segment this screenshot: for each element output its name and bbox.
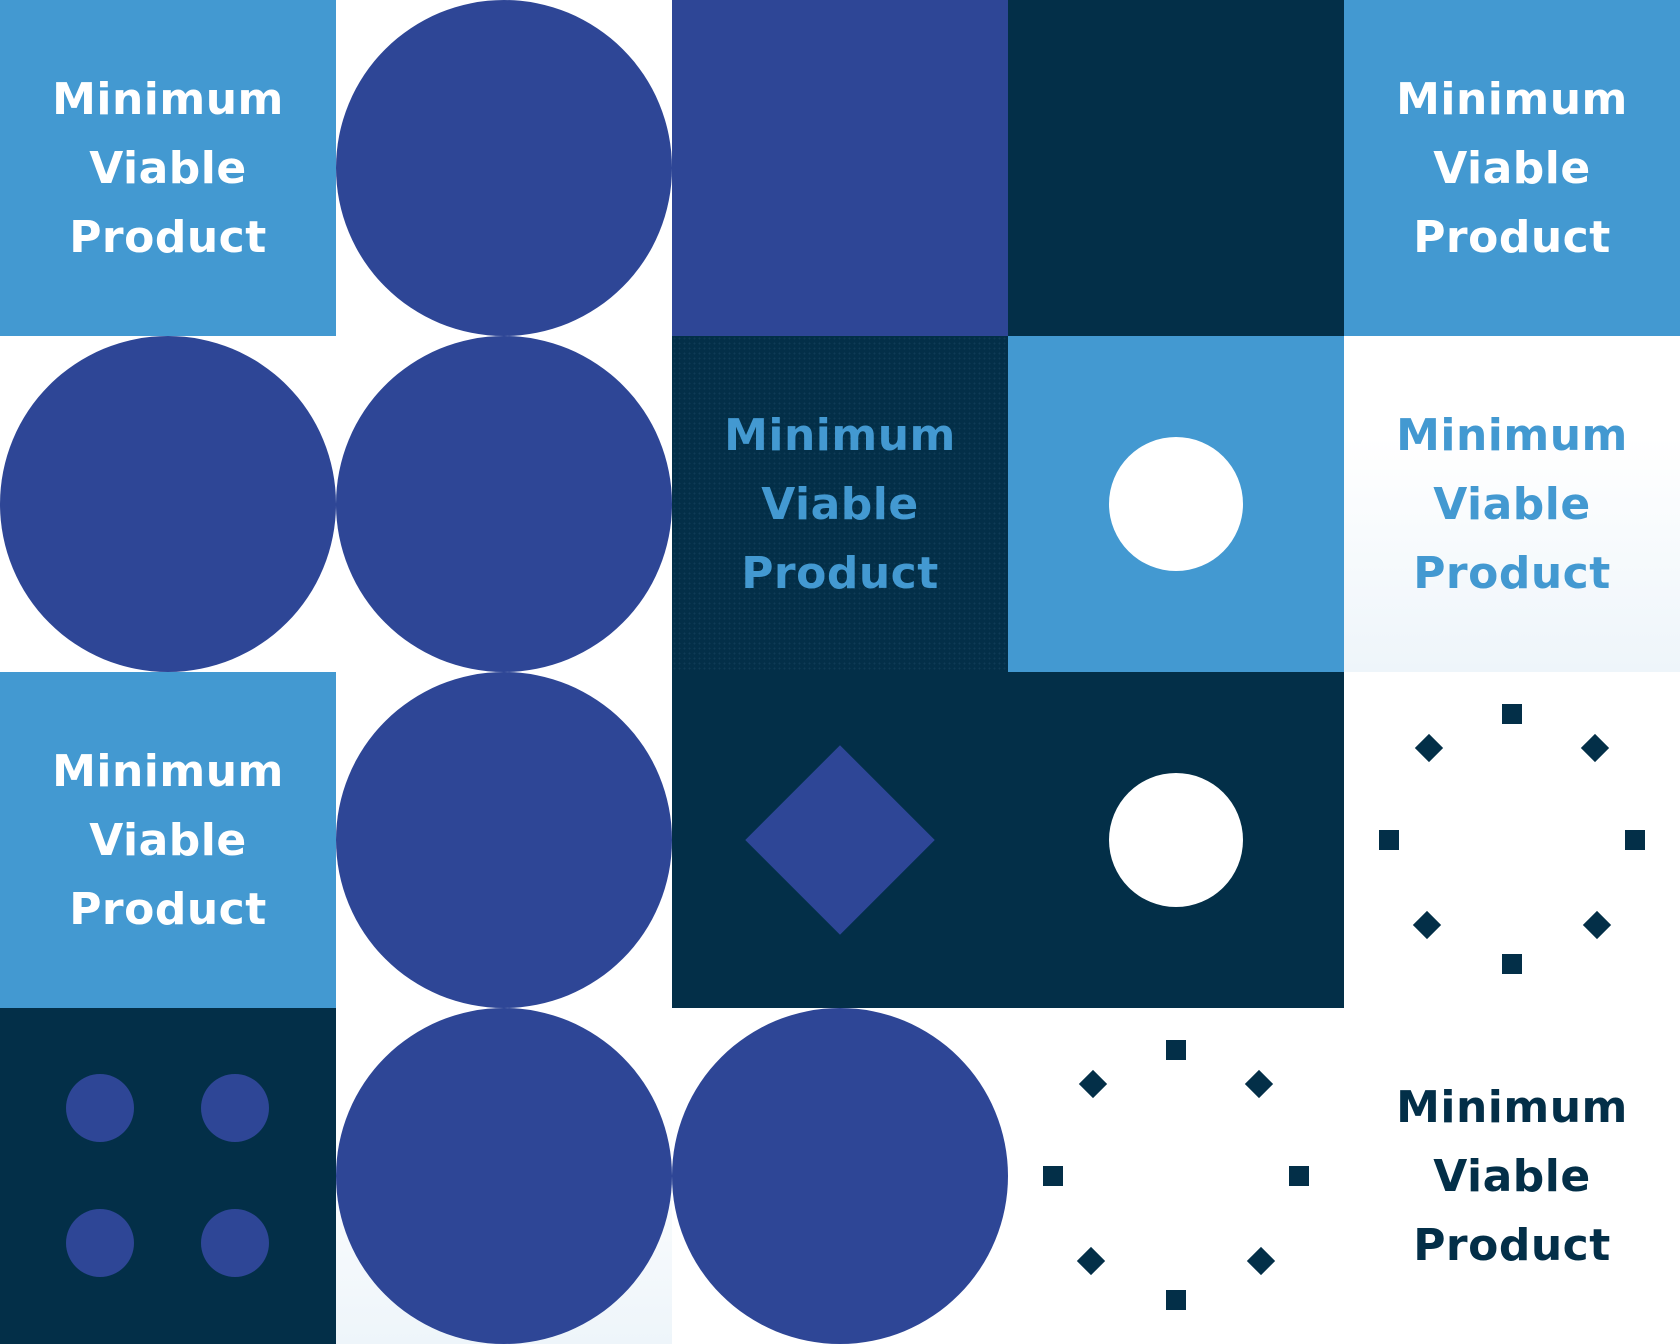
dot-tile-r3c4 (1008, 672, 1344, 1008)
mvp-line-product: Product (69, 211, 267, 263)
mvp-line-viable: Viable (89, 814, 247, 866)
ring-square-mark (1166, 1290, 1186, 1310)
mvp-line-minimum: Minimum (52, 745, 284, 797)
ring-square-mark (1625, 830, 1645, 850)
diamond-tile-r3c3 (672, 672, 1008, 1008)
ring-square-mark (1502, 954, 1522, 974)
ring-diamond-mark (1076, 1246, 1106, 1276)
mvp-tile-r3c1: Minimum Viable Product (0, 672, 336, 1008)
circle-tile-r2c2 (336, 336, 672, 672)
mvp-line-product: Product (741, 547, 939, 599)
royal-circle (336, 1008, 672, 1344)
circle-tile-r4c2 (336, 1008, 672, 1344)
ring-diamond-mark (1414, 733, 1444, 763)
royal-circle (336, 336, 672, 672)
mvp-line-product: Product (1413, 1219, 1611, 1271)
dot-tile-r2c4 (1008, 336, 1344, 672)
ring-diamond-mark (1244, 1069, 1274, 1099)
mvp-line-minimum: Minimum (1396, 1081, 1628, 1133)
mvp-line-product: Product (69, 883, 267, 935)
ring-square-mark (1043, 1166, 1063, 1186)
dot-grid-tile-r4c1 (0, 1008, 336, 1344)
ring-square-mark (1502, 704, 1522, 724)
mvp-label: Minimum Viable Product (1344, 1008, 1680, 1344)
mvp-tile-r2c5: Minimum Viable Product (1344, 336, 1680, 672)
mvp-tile-r1c1: Minimum Viable Product (0, 0, 336, 336)
mvp-line-viable: Viable (1433, 142, 1591, 194)
ring-square-mark (1166, 1040, 1186, 1060)
circle-tile-r2c1 (0, 336, 336, 672)
mvp-line-minimum: Minimum (52, 73, 284, 125)
mvp-tile-r1c5: Minimum Viable Product (1344, 0, 1680, 336)
dot-ring-tile-r4c4 (1008, 1008, 1344, 1344)
royal-circle (672, 1008, 1008, 1344)
mvp-line-viable: Viable (89, 142, 247, 194)
mvp-line-minimum: Minimum (724, 409, 956, 461)
grid-dot (201, 1209, 269, 1277)
mvp-tile-r2c3: Minimum Viable Product (672, 336, 1008, 672)
grid-dot (66, 1209, 134, 1277)
circle-tile-r1c2 (336, 0, 672, 336)
ring-diamond-mark (1078, 1069, 1108, 1099)
mvp-label: Minimum Viable Product (1344, 0, 1680, 336)
dot-ring-tile-r3c5 (1344, 672, 1680, 1008)
ring-square-mark (1379, 830, 1399, 850)
navy-square-tile-r1c4 (1008, 0, 1344, 336)
circle-tile-r3c2 (336, 672, 672, 1008)
royal-square-tile-r1c3 (672, 0, 1008, 336)
mvp-line-product: Product (1413, 547, 1611, 599)
royal-circle (336, 672, 672, 1008)
ring-diamond-mark (1412, 910, 1442, 940)
ring-diamond-mark (1582, 910, 1612, 940)
mvp-line-viable: Viable (1433, 1150, 1591, 1202)
grid-dot (66, 1074, 134, 1142)
mvp-label: Minimum Viable Product (672, 336, 1008, 672)
circle-tile-r4c3 (672, 1008, 1008, 1344)
mvp-line-minimum: Minimum (1396, 73, 1628, 125)
royal-circle (0, 336, 336, 672)
mvp-label: Minimum Viable Product (0, 672, 336, 1008)
ring-diamond-mark (1246, 1246, 1276, 1276)
royal-diamond (745, 745, 935, 935)
mvp-line-viable: Viable (761, 478, 919, 530)
mvp-tile-r4c5: Minimum Viable Product (1344, 1008, 1680, 1344)
mvp-label: Minimum Viable Product (1344, 336, 1680, 672)
mvp-line-minimum: Minimum (1396, 409, 1628, 461)
mvp-line-product: Product (1413, 211, 1611, 263)
mvp-label: Minimum Viable Product (0, 0, 336, 336)
white-dot (1109, 437, 1243, 571)
ring-square-mark (1289, 1166, 1309, 1186)
grid-dot (201, 1074, 269, 1142)
ring-diamond-mark (1580, 733, 1610, 763)
mvp-line-viable: Viable (1433, 478, 1591, 530)
royal-circle (336, 0, 672, 336)
white-dot (1109, 773, 1243, 907)
